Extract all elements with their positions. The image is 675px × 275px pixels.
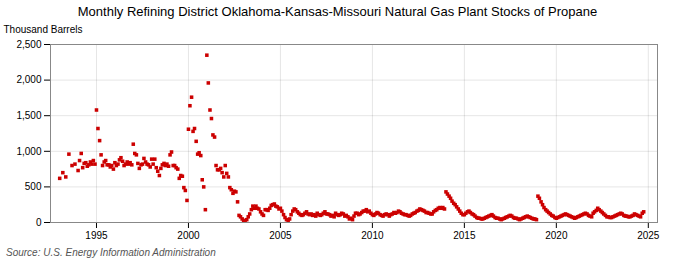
svg-text:2000: 2000 [177,230,200,241]
svg-text:2,500: 2,500 [16,39,41,50]
svg-text:1995: 1995 [85,230,108,241]
svg-text:2,000: 2,000 [16,74,41,85]
svg-text:1,500: 1,500 [16,110,41,121]
svg-text:1,000: 1,000 [16,146,41,157]
html-text:Monthly Refining District Okla: Monthly Refining District Oklahoma-Kansa… [77,4,598,19]
html-text:Source: U.S. Energy Informatio: Source: U.S. Energy Information Administ… [6,247,216,258]
svg-text:500: 500 [25,181,42,192]
svg-text:2020: 2020 [545,230,568,241]
svg-text:2025: 2025 [637,230,660,241]
svg-text:Thousand Barrels: Thousand Barrels [4,24,83,35]
svg-text:2010: 2010 [361,230,384,241]
svg-text:0: 0 [36,217,42,228]
svg-text:2005: 2005 [269,230,292,241]
svg-text:2015: 2015 [453,230,476,241]
